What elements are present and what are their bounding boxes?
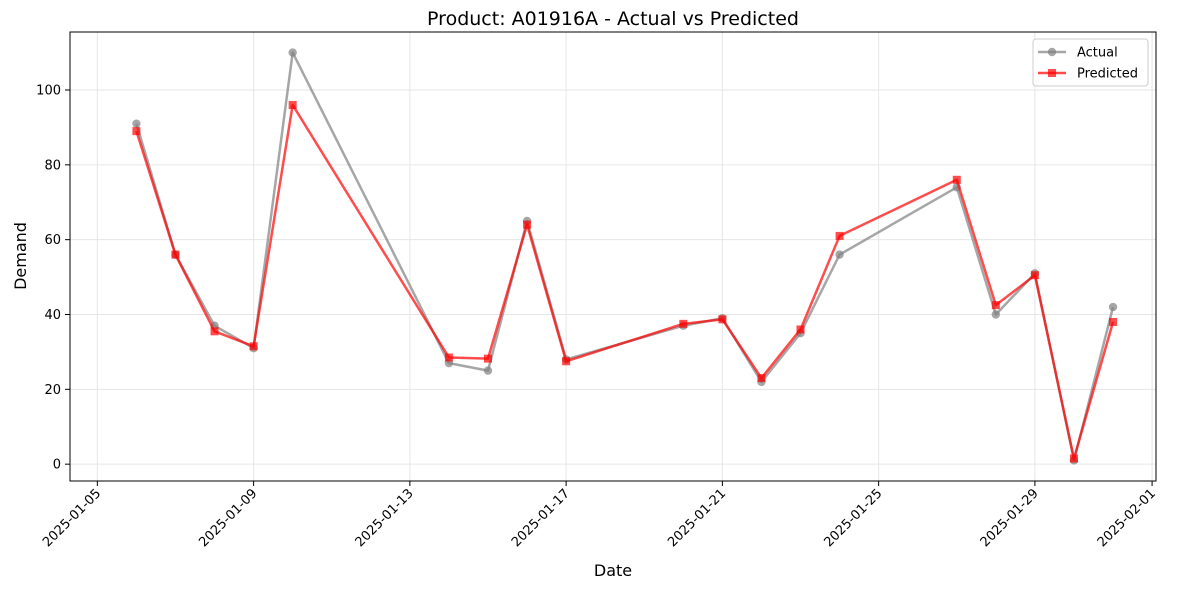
grid: [70, 32, 1156, 481]
legend: Actual Predicted: [1032, 38, 1149, 87]
data-point-predicted: [718, 315, 727, 324]
y-tick-label: 60: [44, 233, 61, 248]
chart-title: Product: A01916A - Actual vs Predicted: [427, 8, 799, 30]
data-point-predicted: [523, 220, 532, 229]
series-layer: [132, 48, 1118, 465]
legend-marker: [1048, 69, 1056, 77]
data-point-predicted: [444, 353, 453, 362]
data-point-predicted: [1069, 454, 1078, 463]
data-point-predicted: [835, 231, 844, 240]
data-point-predicted: [483, 354, 492, 363]
data-point-predicted: [562, 357, 571, 366]
data-point-predicted: [288, 100, 297, 109]
y-tick-label: 0: [53, 458, 61, 473]
y-axis-title: Demand: [11, 222, 30, 290]
data-point-predicted: [1109, 317, 1118, 326]
data-point-predicted: [132, 127, 141, 136]
data-point-predicted: [796, 325, 805, 334]
data-point-predicted: [952, 175, 961, 184]
data-point-predicted: [1030, 271, 1039, 280]
plot-area-frame: [69, 31, 1157, 482]
series-predicted: [132, 100, 1118, 463]
legend-item-actual: Actual: [1038, 46, 1118, 61]
data-point-predicted: [171, 250, 180, 259]
y-tick-label: 20: [44, 383, 61, 398]
legend-label: Actual: [1077, 46, 1118, 61]
data-point-actual: [288, 48, 297, 57]
data-point-actual: [132, 119, 141, 128]
legend-marker: [1047, 47, 1057, 57]
data-point-predicted: [757, 374, 766, 383]
data-point-predicted: [210, 327, 219, 336]
data-point-predicted: [679, 319, 688, 328]
data-point-predicted: [249, 342, 258, 351]
data-point-actual: [483, 366, 493, 375]
legend-item-predicted: Predicted: [1038, 67, 1138, 82]
data-point-actual: [835, 250, 844, 259]
y-tick-label: 80: [44, 158, 61, 173]
x-axis-title: Date: [594, 561, 632, 580]
data-point-predicted: [991, 301, 1000, 310]
y-tick-label: 100: [36, 83, 61, 98]
data-point-actual: [991, 310, 1001, 319]
y-tick-label: 40: [44, 308, 61, 323]
legend-label: Predicted: [1077, 67, 1138, 82]
data-point-actual: [1108, 302, 1118, 312]
